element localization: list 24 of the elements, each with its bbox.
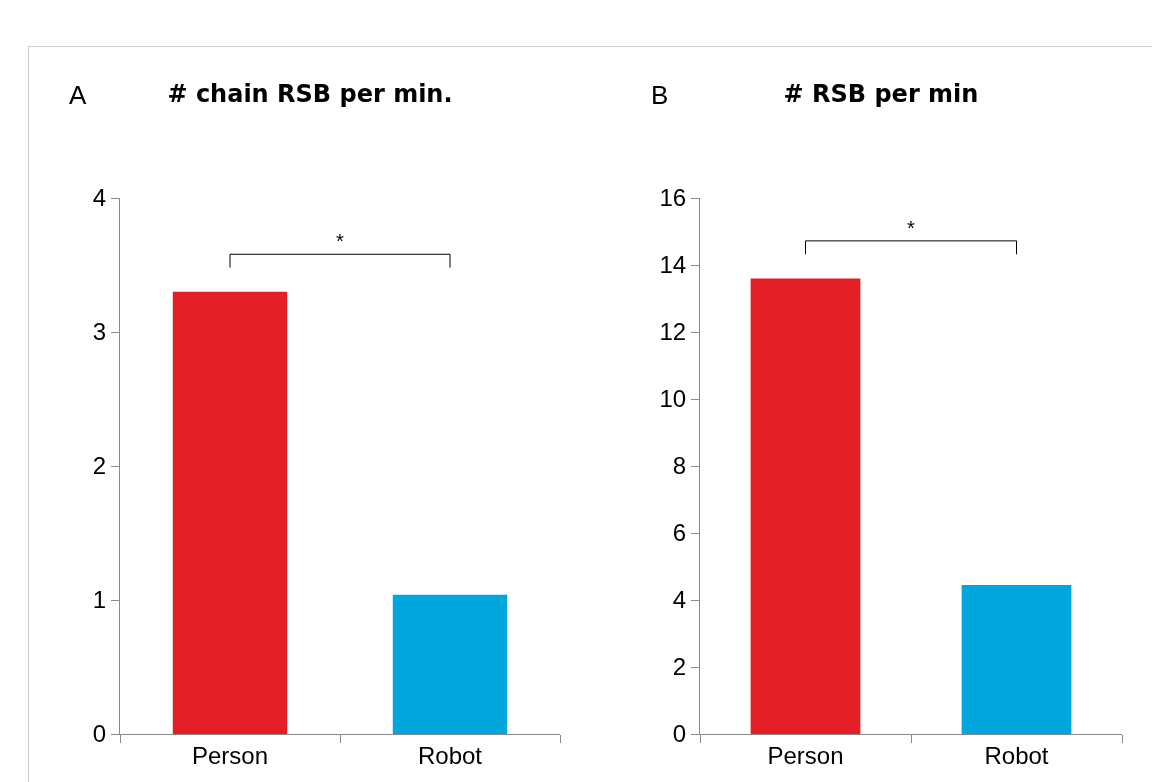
y-tick-label: 2	[672, 653, 687, 681]
text: B	[651, 80, 669, 110]
chart-title: # RSB per min	[783, 79, 979, 108]
y-tick-label: 4	[92, 184, 107, 212]
y-tick-label: 0	[92, 720, 107, 748]
y-tick-label: 16	[659, 184, 687, 212]
y-tick-label: 1	[92, 586, 107, 614]
y-tick-label: 2	[92, 452, 107, 480]
x-tick-label: Robot	[417, 741, 483, 769]
y-tick-label: 0	[672, 720, 687, 748]
y-tick-label: 3	[92, 318, 107, 346]
annotation: *	[336, 230, 344, 252]
annotation: *	[907, 217, 915, 239]
y-tick-label: 8	[672, 452, 687, 480]
y-tick-label: 4	[672, 586, 687, 614]
chart-title: # chain RSB per min.	[167, 79, 453, 108]
y-tick-label: 12	[659, 318, 687, 346]
x-tick-label: Person	[767, 741, 844, 769]
text: A	[69, 80, 87, 110]
x-tick-label: Robot	[984, 741, 1049, 769]
y-tick-label: 14	[659, 251, 687, 279]
y-tick-label: 10	[659, 385, 687, 413]
x-tick-label: Person	[191, 741, 269, 769]
y-tick-label: 6	[672, 519, 687, 547]
